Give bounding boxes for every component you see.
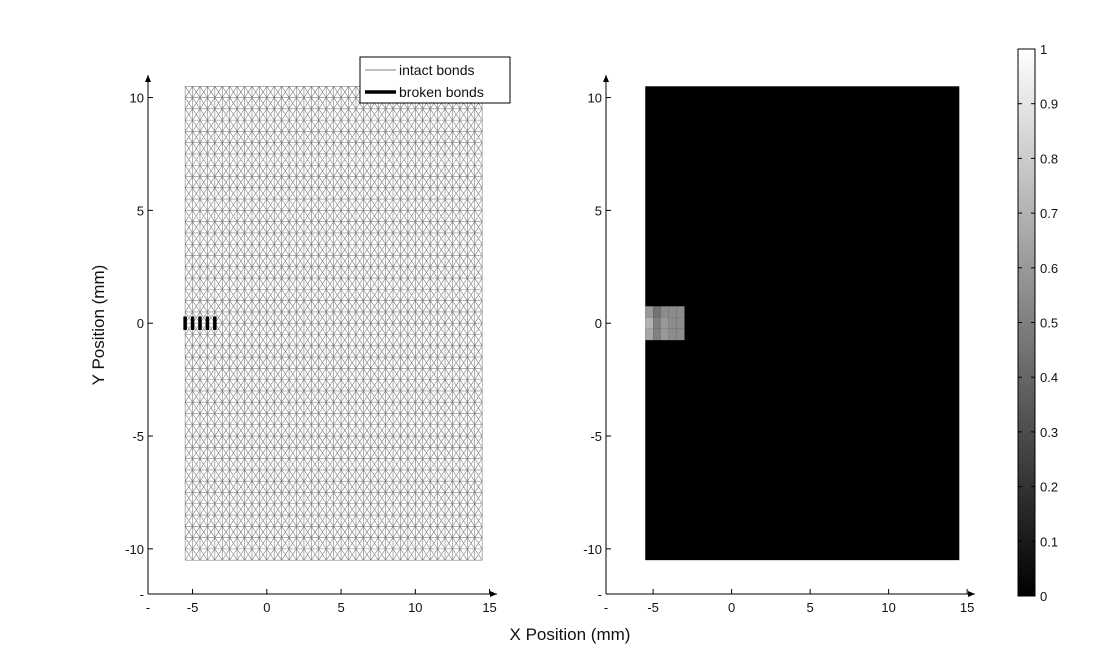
colorbar-tick-label: 0	[1040, 589, 1047, 604]
left-y-axis-end-label: -	[140, 587, 144, 602]
heatmap-background	[645, 86, 960, 561]
colorbar-tick-label: 0.7	[1040, 206, 1058, 221]
colorbar-tick-label: 0.4	[1040, 370, 1058, 385]
colorbar: 0 0.1 0.2 0.3 0.4 0.5 0.6 0.7 0.8 0.9 1	[1017, 42, 1058, 604]
left-x-axis-end-label: -	[146, 600, 150, 615]
right-x-arrow-icon	[968, 591, 975, 597]
damage-heatmap	[645, 86, 960, 561]
heatmap-cell	[653, 328, 661, 341]
colorbar-tick-label: 0.1	[1040, 534, 1058, 549]
heatmap-cell	[668, 317, 677, 329]
legend-intact-label: intact bonds	[399, 62, 475, 78]
right-y-tick-label: -10	[583, 542, 602, 557]
left-y-tick-label: -5	[132, 429, 144, 444]
left-y-tick-label: 10	[130, 91, 144, 106]
colorbar-tick-label: 0.3	[1040, 425, 1058, 440]
right-y-tick-label: 0	[595, 316, 602, 331]
right-y-arrow-icon	[603, 75, 609, 82]
right-y-tick-label: -5	[590, 429, 602, 444]
left-x-tick-label: -5	[187, 600, 199, 615]
colorbar-ticks: 0 0.1 0.2 0.3 0.4 0.5 0.6 0.7 0.8 0.9 1	[1018, 42, 1058, 604]
colorbar-tick-label: 0.9	[1040, 97, 1058, 112]
x-axis-label: X Position (mm)	[510, 625, 631, 644]
heatmap-cell	[645, 306, 654, 318]
heatmap-cell	[653, 306, 661, 318]
heatmap-cell	[660, 306, 669, 318]
right-x-axis-end-label: -	[604, 600, 608, 615]
left-y-tick-label: -10	[125, 542, 144, 557]
heatmap-cell	[660, 317, 669, 329]
colorbar-tick-label: 1	[1040, 42, 1047, 57]
right-y-tick-label: 5	[595, 203, 602, 218]
right-y-tick-label: 10	[588, 91, 602, 106]
colorbar-tick-label: 0.2	[1040, 480, 1058, 495]
left-axes: -5 0 5 10 15 -10 -5 0 5 10 --	[125, 75, 497, 615]
right-x-tick-label: -5	[647, 600, 659, 615]
heatmap-cell	[653, 317, 661, 329]
heatmap-cell	[645, 317, 654, 329]
left-x-tick-label: 15	[482, 600, 496, 615]
right-heatmap-plot: -5 0 5 10 15 -10 -5 0 5 10 --	[583, 75, 975, 615]
left-x-tick-label: 10	[408, 600, 422, 615]
legend: intact bonds broken bonds	[359, 56, 511, 104]
left-x-tick-label: 5	[337, 600, 344, 615]
left-mesh-plot: -5 0 5 10 15 -10 -5 0 5 10 -- intact bonds broken …	[125, 56, 511, 615]
colorbar-tick-label: 0.5	[1040, 316, 1058, 331]
legend-box	[359, 56, 511, 104]
heatmap-cell	[676, 306, 685, 318]
left-x-arrow-icon	[490, 591, 497, 597]
heatmap-cell	[668, 306, 677, 318]
left-x-tick-label: 0	[263, 600, 270, 615]
heatmap-cell	[676, 317, 685, 329]
heatmap-cell	[676, 328, 685, 341]
heatmap-cell	[645, 328, 654, 341]
left-y-tick-label: 0	[137, 316, 144, 331]
legend-broken-label: broken bonds	[399, 84, 484, 100]
colorbar-tick-label: 0.8	[1040, 151, 1058, 166]
intact-bonds-mesh	[184, 85, 483, 561]
y-axis-label: Y Position (mm)	[89, 265, 108, 386]
right-x-tick-label: 5	[807, 600, 814, 615]
colorbar-tick-label: 0.6	[1040, 261, 1058, 276]
right-x-tick-label: 15	[960, 600, 974, 615]
intact-bonds-lines	[184, 85, 483, 561]
left-y-tick-label: 5	[137, 203, 144, 218]
right-x-tick-label: 0	[728, 600, 735, 615]
right-axes: -5 0 5 10 15 -10 -5 0 5 10 --	[583, 75, 975, 615]
left-y-arrow-icon	[145, 75, 151, 82]
broken-bonds	[183, 316, 217, 330]
heatmap-cell	[660, 328, 669, 341]
right-y-axis-end-label: -	[598, 587, 602, 602]
heatmap-cell	[668, 328, 677, 341]
right-x-tick-label: 10	[881, 600, 895, 615]
